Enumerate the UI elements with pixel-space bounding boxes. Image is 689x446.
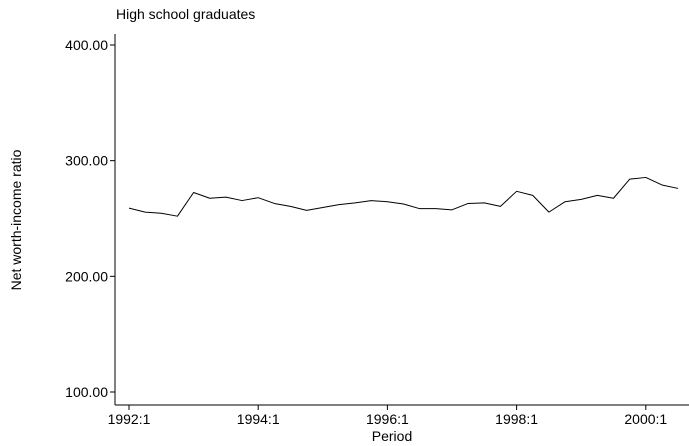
y-tick-label: 200.00 <box>65 268 108 284</box>
chart-title: High school graduates <box>116 6 255 22</box>
y-axis-ticks: 100.00 200.00 300.00 400.00 <box>65 37 115 400</box>
x-axis-title: Period <box>372 428 412 444</box>
y-axis-title: Net worth-income ratio <box>8 149 24 290</box>
y-tick-label: 100.00 <box>65 384 108 400</box>
x-tick-label: 1994:1 <box>237 411 280 427</box>
y-tick-label: 400.00 <box>65 37 108 53</box>
x-tick-label: 1992:1 <box>108 411 151 427</box>
x-tick-label: 2000:1 <box>624 411 667 427</box>
x-tick-label: 1996:1 <box>366 411 409 427</box>
y-tick-label: 300.00 <box>65 153 108 169</box>
series-line <box>128 176 679 217</box>
x-tick-label: 1998:1 <box>495 411 538 427</box>
x-axis-ticks: 1992:1 1994:1 1996:1 1998:1 2000:1 <box>108 405 667 427</box>
